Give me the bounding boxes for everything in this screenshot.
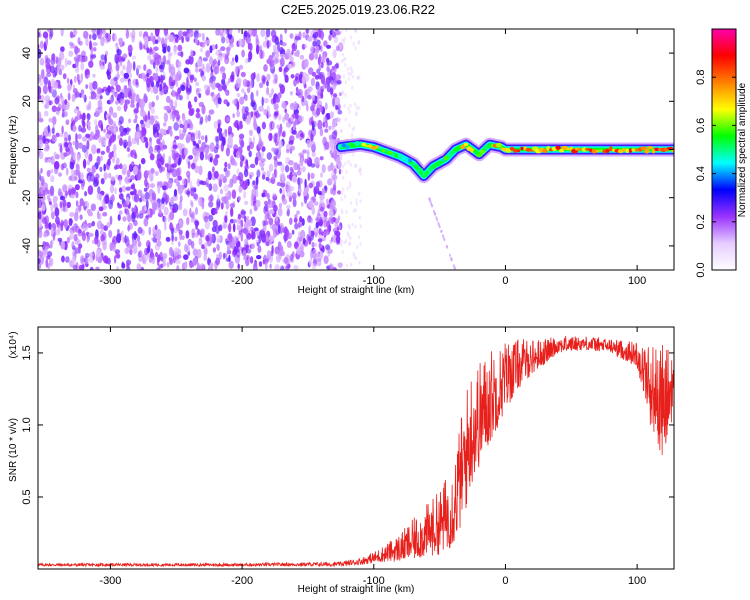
- colorbar: 0.0 0.2 0.4 0.6 0.8 Normalized spectral ampl…: [695, 28, 748, 278]
- x-tick-label: -300: [99, 575, 121, 587]
- x-tick-label: -300: [99, 275, 121, 287]
- y-tick-label: -20: [21, 190, 33, 206]
- snr-y-ticks: 0.5 1.0 1.5: [21, 345, 674, 505]
- snr-y-axis-label: SNR (10 * v/v): [8, 418, 19, 482]
- x-tick-label: -100: [363, 575, 385, 587]
- snr-series-line: [37, 335, 675, 568]
- x-tick-label: 0: [502, 275, 508, 287]
- y-tick-label: 40: [21, 47, 33, 59]
- x-tick-label: 100: [628, 275, 646, 287]
- spectrogram-x-axis-label: Height of straight line (km): [298, 285, 415, 296]
- snr-y-scale-label: (x10⁴): [8, 331, 19, 358]
- spectrogram-x-ticks: -300 -200 -100 0 100: [99, 29, 646, 287]
- spectrogram-y-ticks: -40 -20 0 20 40: [21, 47, 674, 254]
- x-tick-label: -100: [363, 275, 385, 287]
- snr-x-axis-label: Height of straight line (km): [298, 584, 415, 595]
- colorbar-tick-label: 0.6: [695, 118, 707, 133]
- colorbar-gradient: [711, 28, 737, 271]
- y-tick-label: 0.5: [21, 489, 33, 504]
- snr-frame: [37, 326, 675, 570]
- x-tick-label: -200: [231, 575, 253, 587]
- spectrogram-plot-area: [38, 29, 674, 270]
- snr-panel: -300 -200 -100 0 100 0.5 1.0 1.5 Height of str…: [8, 326, 675, 595]
- y-tick-label: 0: [21, 146, 33, 152]
- colorbar-tick-label: 0.8: [695, 70, 707, 85]
- snr-x-ticks: -300 -200 -100 0 100: [99, 327, 646, 587]
- colorbar-tick-label: 0.4: [695, 166, 707, 181]
- y-tick-label: 1.5: [21, 345, 33, 360]
- colorbar-tick-label: 0.0: [695, 262, 707, 277]
- spectrogram-y-axis-label: Frequency (Hz): [8, 116, 19, 185]
- colorbar-tick-label: 0.2: [695, 214, 707, 229]
- figure-title: C2E5.2025.019.23.06.R22: [281, 2, 435, 17]
- colorbar-label: Normalized spectral amplitude: [737, 82, 748, 217]
- snr-plot-area: [37, 335, 675, 568]
- colorbar-ticks: 0.0 0.2 0.4 0.6 0.8: [695, 70, 736, 278]
- signal-track: [333, 137, 674, 270]
- y-tick-label: 20: [21, 95, 33, 107]
- x-tick-label: 100: [628, 575, 646, 587]
- y-tick-label: 1.0: [21, 417, 33, 432]
- x-tick-label: -200: [231, 275, 253, 287]
- x-tick-label: 0: [502, 575, 508, 587]
- y-tick-label: -40: [21, 238, 33, 254]
- noise-speckle: [38, 29, 362, 270]
